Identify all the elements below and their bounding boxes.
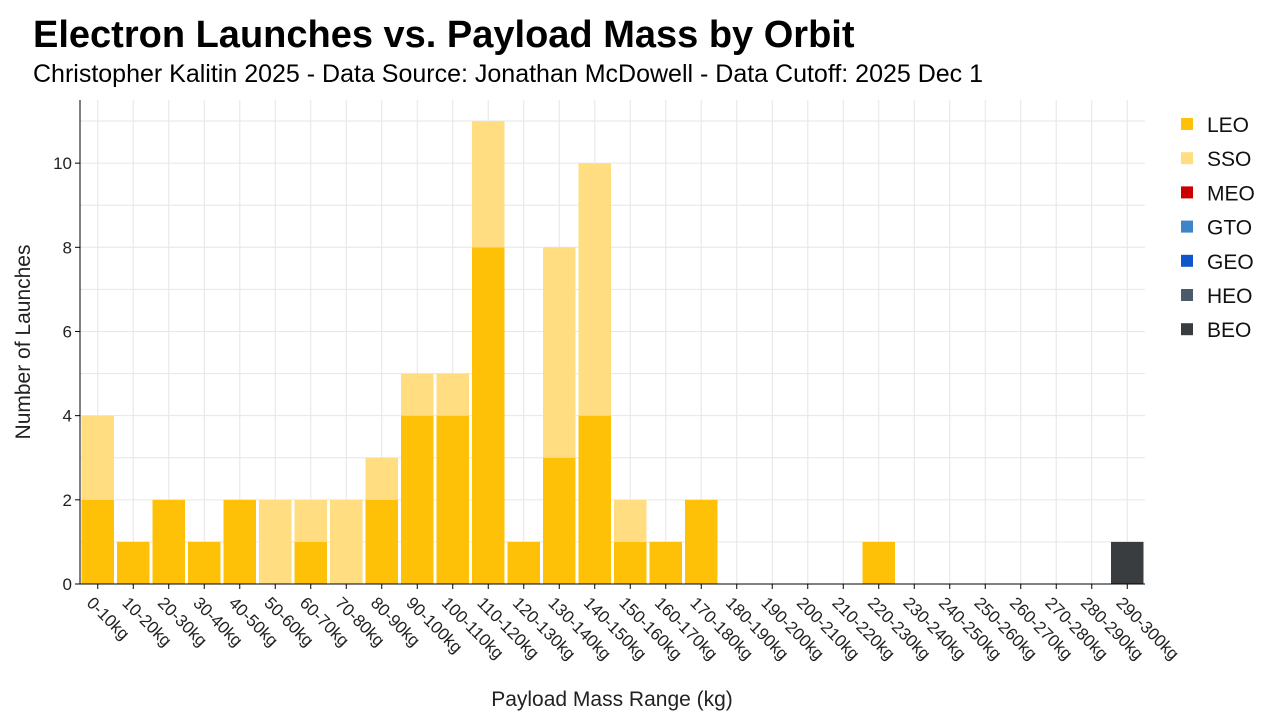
- y-ticks: 0 2 4 6 8 10: [53, 154, 80, 594]
- axes: [79, 100, 1145, 585]
- legend: LEO SSO MEO GTO GEO HEO BEO: [1181, 114, 1255, 342]
- bars: [81, 121, 1144, 584]
- bar-sso-90-100kg: [401, 373, 434, 416]
- y-tick-label: 6: [63, 322, 72, 341]
- y-tick-label: 4: [63, 407, 72, 426]
- bar-leo-110-120kg: [472, 247, 505, 584]
- y-tick-label: 8: [63, 238, 72, 257]
- legend-label-meo: MEO: [1207, 182, 1255, 205]
- y-tick-label: 10: [53, 154, 72, 173]
- y-axis-title: Number of Launches: [12, 245, 35, 440]
- legend-swatch-leo: [1181, 118, 1193, 130]
- bar-sso-80-90kg: [365, 457, 398, 500]
- bar-leo-40-50kg: [223, 499, 256, 584]
- legend-label-geo: GEO: [1207, 251, 1254, 274]
- legend-swatch-meo: [1181, 186, 1193, 199]
- bar-leo-120-130kg: [507, 541, 540, 584]
- bar-leo-80-90kg: [365, 499, 398, 584]
- bar-beo-290-300kg: [1111, 541, 1144, 584]
- bar-leo-170-180kg: [685, 499, 718, 584]
- bar-leo-100-110kg: [436, 415, 469, 584]
- bar-leo-140-150kg: [578, 415, 611, 584]
- y-tick-label: 2: [63, 491, 72, 510]
- x-axis-title: Payload Mass Range (kg): [491, 688, 733, 711]
- legend-label-sso: SSO: [1207, 148, 1251, 171]
- bar-leo-30-40kg: [188, 541, 221, 584]
- bar-leo-150-160kg: [614, 541, 647, 584]
- legend-label-leo: LEO: [1207, 114, 1249, 137]
- bar-sso-130-140kg: [543, 247, 576, 458]
- bar-leo-10-20kg: [117, 541, 150, 584]
- bar-sso-0-10kg: [81, 415, 114, 500]
- bar-leo-0-10kg: [81, 499, 114, 584]
- bar-leo-90-100kg: [401, 415, 434, 584]
- legend-swatch-geo: [1181, 254, 1193, 267]
- legend-swatch-beo: [1181, 323, 1193, 336]
- bar-sso-60-70kg: [294, 499, 327, 542]
- legend-label-beo: BEO: [1207, 319, 1251, 342]
- chart-subtitle: Christopher Kalitin 2025 - Data Source: …: [33, 60, 984, 88]
- bar-leo-60-70kg: [294, 541, 327, 584]
- x-ticks: 0-10kg10-20kg20-30kg30-40kg40-50kg50-60k…: [83, 584, 1183, 664]
- bar-sso-70-80kg: [330, 499, 363, 584]
- bar-sso-50-60kg: [259, 499, 292, 584]
- bar-sso-100-110kg: [436, 373, 469, 416]
- bar-sso-140-150kg: [578, 163, 611, 416]
- bar-sso-150-160kg: [614, 499, 647, 542]
- legend-label-gto: GTO: [1207, 217, 1252, 240]
- legend-swatch-heo: [1181, 289, 1193, 301]
- bar-leo-160-170kg: [649, 541, 682, 584]
- bar-sso-110-120kg: [472, 121, 505, 248]
- legend-swatch-gto: [1181, 220, 1193, 233]
- bar-leo-220-230kg: [862, 541, 895, 584]
- y-tick-label: 0: [63, 575, 72, 594]
- chart-title: Electron Launches vs. Payload Mass by Or…: [33, 14, 855, 56]
- legend-swatch-sso: [1181, 152, 1193, 165]
- legend-label-heo: HEO: [1207, 285, 1253, 308]
- bar-leo-20-30kg: [152, 499, 185, 584]
- bar-leo-130-140kg: [543, 457, 576, 584]
